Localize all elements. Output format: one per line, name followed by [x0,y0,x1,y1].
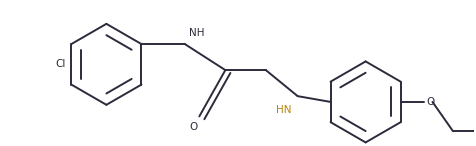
Text: O: O [426,97,435,107]
Text: Cl: Cl [55,59,66,69]
Text: HN: HN [277,105,292,115]
Text: O: O [189,122,198,132]
Text: NH: NH [189,28,205,38]
